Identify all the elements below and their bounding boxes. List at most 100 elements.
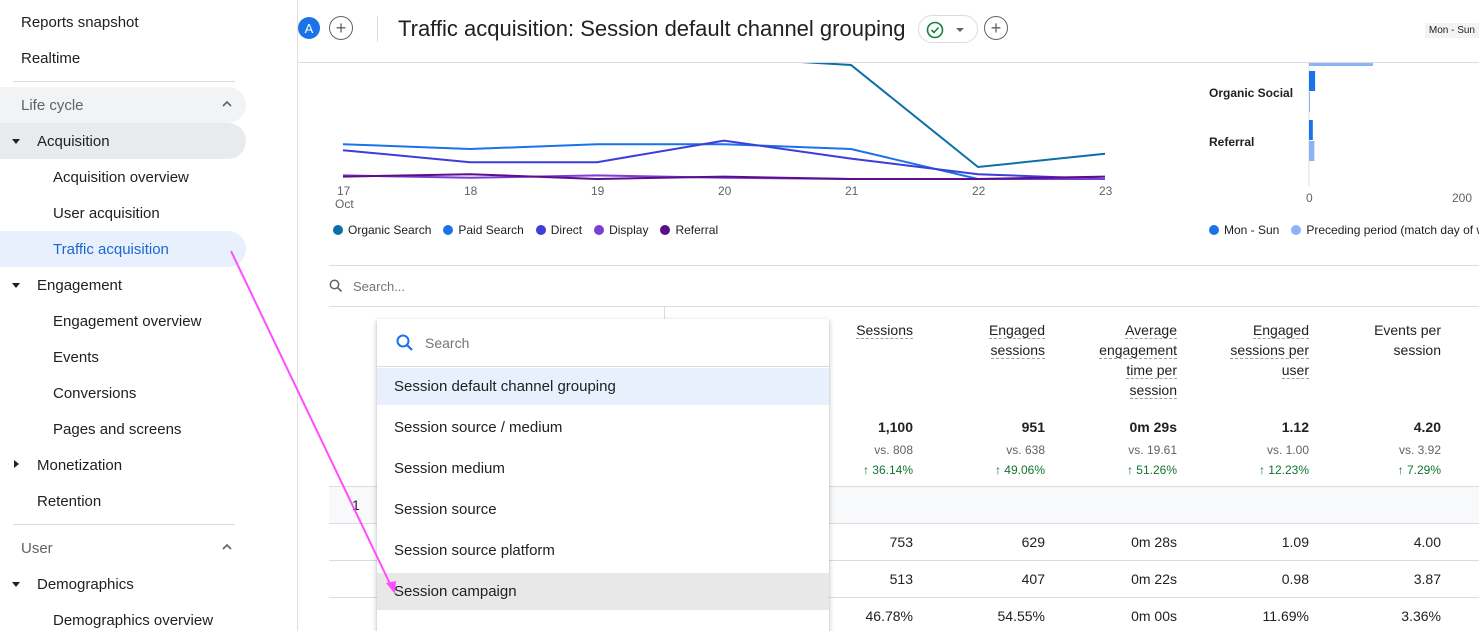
sidebar-item-monetization[interactable]: Monetization (0, 447, 122, 483)
dropdown-option[interactable]: Session source (377, 491, 829, 528)
column-header-engaged-sessions-per-user[interactable]: Engaged sessions per user (1209, 320, 1309, 380)
sidebar-item-demographics-overview[interactable]: Demographics overview (0, 602, 213, 631)
sidebar-item-label: Demographics overview (53, 611, 214, 629)
sidebar-item-engagement[interactable]: Engagement (0, 267, 122, 303)
table-cell: 11.69% (1262, 608, 1309, 624)
sidebar-expanded-bg (0, 123, 246, 159)
sidebar-item-events[interactable]: Events (0, 339, 99, 375)
dimension-dropdown: Session default channel grouping Session… (377, 319, 829, 631)
sidebar-item-acquisition-overview[interactable]: Acquisition overview (0, 159, 189, 195)
column-header-events-per-session[interactable]: Events per session (1341, 320, 1441, 360)
sidebar-item-pages-and-screens[interactable]: Pages and screens (0, 411, 181, 447)
option-label: Session source / medium (394, 419, 563, 436)
sidebar-item-label: Conversions (53, 384, 137, 402)
x-tick-label: 23 (1099, 184, 1113, 198)
bar-preceding-period[interactable] (1309, 63, 1373, 66)
legend-label: Preceding period (match day of w (1306, 223, 1479, 237)
table-cell: 0m 28s (1131, 534, 1177, 550)
search-icon (396, 334, 413, 351)
sidebar-section-user[interactable]: User (0, 530, 246, 566)
series-line-referral[interactable] (342, 173, 1106, 181)
legend-item-current-period[interactable]: Mon - Sun (1209, 223, 1279, 237)
legend-dot (443, 225, 454, 235)
column-header-label: Sessions (856, 322, 913, 339)
sidebar-item-label: User acquisition (53, 204, 160, 222)
table-cell: 54.55% (997, 608, 1045, 624)
section-label: Life cycle (21, 96, 84, 114)
sidebar-section-life-cycle[interactable]: Life cycle (0, 87, 246, 123)
table-row[interactable] (329, 523, 1479, 560)
table-cell: 0m 22s (1131, 571, 1177, 587)
legend-item-direct[interactable]: Direct (535, 223, 583, 237)
sidebar-item-engagement-overview[interactable]: Engagement overview (0, 303, 201, 339)
dropdown-search[interactable] (377, 319, 829, 367)
chart-area: 50017181920212223Oct Organic Search Paid… (329, 63, 1479, 263)
table-cell: 0.98 (1281, 571, 1309, 587)
add-comparison-icon[interactable]: + (329, 16, 353, 40)
bar-current-period[interactable] (1309, 120, 1313, 140)
sidebar-item-reports-snapshot[interactable]: Reports snapshot (0, 4, 139, 40)
legend-label: Referral (675, 223, 719, 237)
sidebar-item-user-acquisition[interactable]: User acquisition (0, 195, 160, 231)
line-chart: 50017181920212223Oct (335, 63, 1113, 211)
column-header-sessions[interactable]: Sessions (833, 320, 913, 340)
page-title: Traffic acquisition: Session default cha… (398, 16, 906, 41)
sidebar-item-demographics[interactable]: Demographics (0, 566, 134, 602)
sidebar-item-label: Pages and screens (53, 420, 182, 438)
x-tick-label: 22 (972, 184, 986, 198)
bar-preceding-period[interactable] (1309, 141, 1315, 161)
dropdown-option[interactable]: Session source / medium (377, 409, 829, 446)
legend-item-organic-search[interactable]: Organic Search (333, 223, 431, 237)
column-header-avg-engagement-time[interactable]: Average engagement time per session (1077, 320, 1177, 400)
total-events-per-session: 4.20 (1413, 419, 1441, 435)
table-cell: 46.78% (865, 608, 913, 624)
legend-item-display[interactable]: Display (594, 223, 648, 237)
caret-down-icon (12, 283, 20, 288)
legend-item-paid-search[interactable]: Paid Search (443, 223, 524, 237)
table-cell: 3.36% (1401, 608, 1441, 624)
legend-item-referral[interactable]: Referral (660, 223, 718, 237)
table-search-input[interactable] (353, 278, 653, 294)
table-border (329, 306, 1479, 307)
bar-x-tick-label: 200 (1452, 191, 1472, 205)
sidebar-item-acquisition[interactable]: Acquisition (0, 123, 110, 159)
bar-category-label: Referral (1209, 135, 1254, 149)
total-avg-engagement-time: 0m 29s (1129, 419, 1177, 435)
dropdown-option[interactable]: Session medium (377, 450, 829, 487)
legend-label: Direct (550, 223, 583, 237)
legend-item-preceding-period[interactable]: Preceding period (match day of w (1291, 223, 1479, 237)
table-cell: 0m 00s (1131, 608, 1177, 624)
dropdown-search-input[interactable] (425, 334, 805, 351)
dropdown-option[interactable]: Session default channel grouping (377, 368, 829, 405)
table-search[interactable] (329, 270, 729, 302)
legend-label: Display (609, 223, 649, 237)
sidebar-item-retention[interactable]: Retention (0, 483, 101, 519)
dropdown-option[interactable]: Session source platform (377, 532, 829, 569)
sidebar-item-conversions[interactable]: Conversions (0, 375, 136, 411)
sidebar-item-traffic-acquisition[interactable]: Traffic acquisition (0, 231, 169, 267)
total-compare-events-per-session: vs. 3.92 (1398, 443, 1441, 457)
chevron-up-icon (222, 100, 232, 107)
dropdown-option[interactable]: Session campaign (377, 573, 829, 610)
sidebar-item-label: Engagement overview (53, 312, 202, 330)
report-status-dropdown[interactable] (918, 15, 978, 43)
table-row[interactable] (329, 560, 1479, 597)
bar-preceding-period[interactable] (1309, 92, 1310, 112)
option-label: Session source platform (394, 542, 555, 559)
total-change-sessions: ↑ 36.14% (862, 463, 913, 477)
comparison-avatar[interactable]: A (298, 17, 320, 39)
series-line-direct[interactable] (342, 139, 1106, 180)
total-compare-avg-engagement-time: vs. 19.61 (1128, 443, 1177, 457)
date-range-chip[interactable]: Mon - Sun (1424, 23, 1479, 38)
add-filter-icon[interactable]: + (984, 16, 1008, 40)
table-row[interactable] (329, 597, 1479, 631)
bar-x-tick-label: 0 (1306, 191, 1313, 205)
sidebar-item-label: Acquisition overview (53, 168, 189, 186)
sidebar-item-label: Demographics (37, 575, 134, 593)
sidebar-item-realtime[interactable]: Realtime (0, 40, 80, 76)
column-header-engaged-sessions[interactable]: Engaged sessions (965, 320, 1045, 360)
series-line-organic-search[interactable] (784, 63, 1106, 169)
total-change-engaged-sessions-per-user: ↑ 12.23% (1258, 463, 1309, 477)
bar-current-period[interactable] (1309, 71, 1316, 91)
table-cell: 513 (889, 571, 913, 587)
